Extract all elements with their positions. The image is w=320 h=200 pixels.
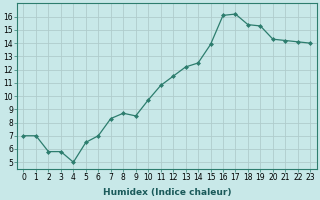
- X-axis label: Humidex (Indice chaleur): Humidex (Indice chaleur): [103, 188, 231, 197]
